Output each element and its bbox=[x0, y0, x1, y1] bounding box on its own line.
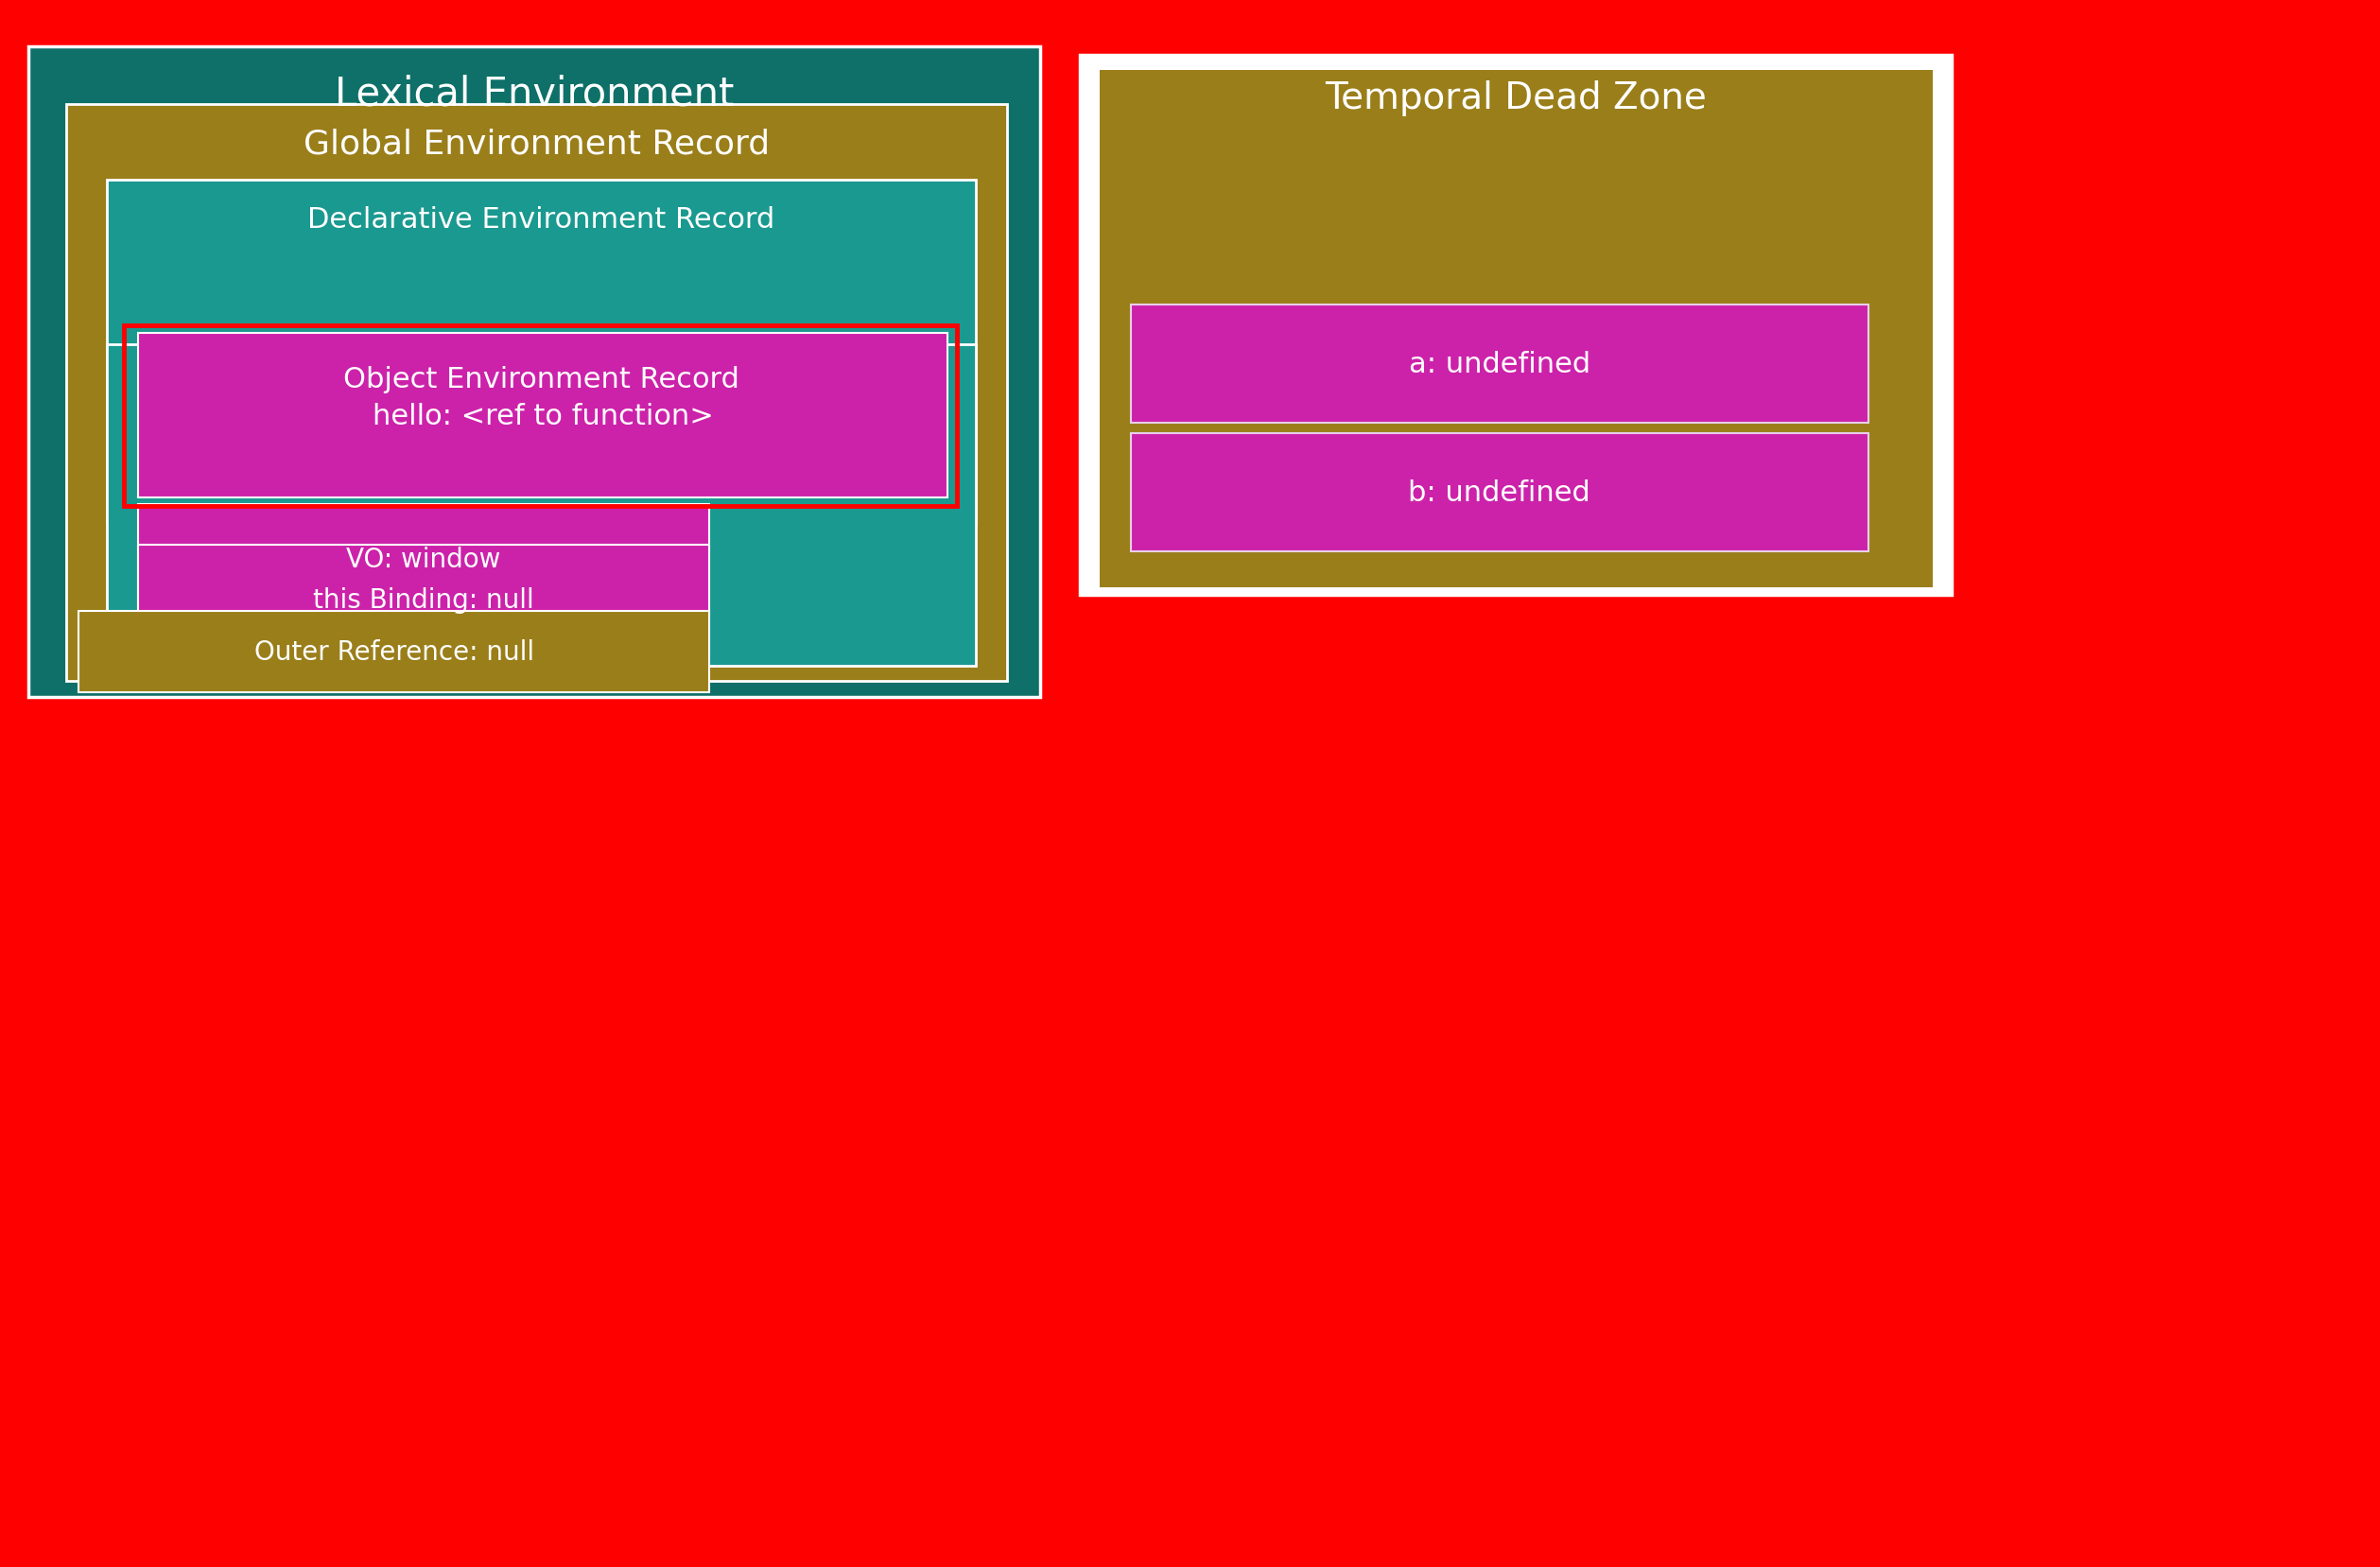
FancyBboxPatch shape bbox=[1076, 52, 1956, 600]
FancyBboxPatch shape bbox=[138, 505, 709, 614]
FancyBboxPatch shape bbox=[67, 105, 1007, 682]
Text: Declarative Environment Record: Declarative Environment Record bbox=[307, 205, 776, 233]
Text: Global Environment Record: Global Environment Record bbox=[305, 128, 769, 160]
FancyBboxPatch shape bbox=[138, 545, 709, 655]
Text: Outer Reference: null: Outer Reference: null bbox=[255, 639, 533, 664]
FancyBboxPatch shape bbox=[107, 180, 976, 525]
FancyBboxPatch shape bbox=[138, 334, 947, 498]
Text: VO: window: VO: window bbox=[347, 547, 500, 572]
FancyBboxPatch shape bbox=[1100, 71, 1933, 588]
FancyBboxPatch shape bbox=[107, 345, 976, 666]
FancyBboxPatch shape bbox=[79, 611, 709, 693]
Text: a: undefined: a: undefined bbox=[1409, 351, 1590, 378]
FancyBboxPatch shape bbox=[1130, 306, 1868, 423]
Text: hello: <ref to function>: hello: <ref to function> bbox=[371, 403, 714, 429]
FancyBboxPatch shape bbox=[1130, 434, 1868, 552]
Text: Temporal Dead Zone: Temporal Dead Zone bbox=[1326, 81, 1706, 116]
Text: Object Environment Record: Object Environment Record bbox=[343, 365, 740, 393]
Text: this Binding: null: this Binding: null bbox=[314, 588, 533, 613]
Text: b: undefined: b: undefined bbox=[1409, 480, 1590, 506]
Text: Lexical Environment: Lexical Environment bbox=[336, 74, 733, 114]
FancyBboxPatch shape bbox=[29, 47, 1040, 697]
